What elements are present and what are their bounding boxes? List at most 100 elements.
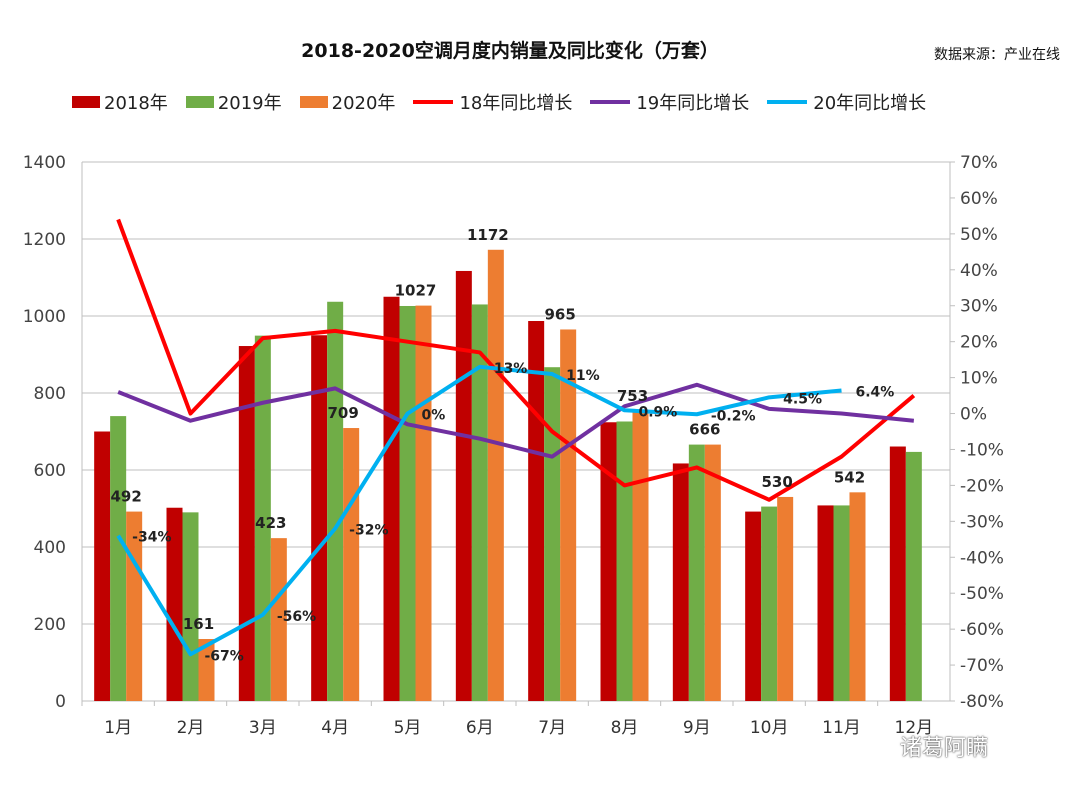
bar-2019年 — [544, 367, 561, 701]
legend-label: 19年同比增长 — [636, 93, 750, 114]
legend-item: 18年同比增长 — [413, 89, 572, 115]
bar-2019年 — [327, 301, 344, 701]
bar-2018年 — [238, 346, 255, 701]
bar-2020年 — [632, 411, 649, 701]
legend-item: 19年同比增长 — [590, 89, 749, 115]
data-label-2020: 492 — [111, 488, 142, 506]
data-label-20-yoy: 6.4% — [856, 385, 895, 401]
legend-swatch — [185, 96, 214, 108]
y-tick-label: 400 — [34, 538, 66, 558]
y2-tick-label: 10% — [960, 369, 998, 389]
data-label-2020: 542 — [834, 468, 865, 486]
legend-swatch — [299, 96, 328, 108]
y2-tick-label: 30% — [960, 297, 998, 317]
data-label-2020: 161 — [183, 615, 214, 633]
line-18年同比增长 — [116, 218, 916, 502]
data-label-20-yoy: -56% — [277, 609, 316, 625]
data-label-20-yoy: -34% — [132, 530, 171, 546]
bar-2019年 — [182, 512, 199, 701]
bar-2018年 — [383, 296, 400, 701]
bar-2018年 — [889, 446, 906, 701]
legend-label: 20年同比增长 — [813, 93, 927, 114]
bar-2020年 — [415, 305, 432, 701]
y-tick-label: 1200 — [23, 230, 66, 250]
watermark: 诸葛阿瞒 — [900, 736, 989, 761]
bar-2020年 — [343, 428, 360, 701]
y2-tick-label: -50% — [960, 584, 1004, 604]
bar-2018年 — [311, 335, 328, 701]
legend-swatch — [72, 96, 100, 108]
legend-label: 2020年 — [331, 93, 396, 114]
y2-tick-label: 70% — [960, 153, 998, 173]
y2-tick-label: -70% — [960, 656, 1004, 676]
bar-2020年 — [560, 329, 577, 701]
bar-2020年 — [777, 496, 794, 701]
legend-item: 2019年 — [185, 89, 282, 115]
legend-label: 2019年 — [217, 93, 282, 114]
x-tick-label: 7月 — [538, 718, 566, 738]
y-tick-label: 800 — [34, 384, 66, 404]
bar-2018年 — [817, 505, 834, 701]
bar-2020年 — [270, 538, 287, 701]
legend-item: 20年同比增长 — [767, 89, 926, 115]
legend-swatch — [590, 100, 631, 104]
bar-2018年 — [745, 511, 762, 701]
y2-tick-label: 40% — [960, 261, 998, 281]
data-source: 数据来源：产业在线 — [934, 47, 1060, 63]
data-label-2020: 666 — [689, 421, 720, 439]
bar-2018年 — [600, 422, 617, 701]
legend-swatch — [413, 100, 454, 104]
chart-title: 2018-2020空调月度内销量及同比变化（万套） — [301, 40, 719, 62]
data-label-2020: 965 — [545, 305, 576, 323]
x-tick-label: 11月 — [822, 718, 861, 738]
bar-2019年 — [833, 505, 850, 701]
bar-2018年 — [672, 463, 689, 701]
y-tick-label: 200 — [34, 615, 66, 635]
bar-2018年 — [94, 431, 111, 701]
bar-2019年 — [688, 444, 705, 701]
y2-tick-label: -60% — [960, 620, 1004, 640]
y2-tick-label: 50% — [960, 225, 998, 245]
y2-tick-label: -20% — [960, 476, 1004, 496]
y2-tick-label: -10% — [960, 440, 1004, 460]
bar-2020年 — [704, 444, 721, 701]
legend-item: 2018年 — [72, 89, 168, 115]
data-label-20-yoy: 11% — [566, 368, 600, 384]
data-label-2020: 1027 — [395, 282, 437, 300]
y2-tick-label: 20% — [960, 333, 998, 353]
y-tick-label: 0 — [55, 692, 66, 712]
y2-tick-label: -80% — [960, 692, 1004, 712]
data-label-20-yoy: 4.5% — [783, 391, 822, 407]
data-label-20-yoy: -67% — [205, 648, 244, 664]
legend-swatch — [767, 100, 808, 104]
x-tick-label: 12月 — [895, 718, 934, 738]
bar-2019年 — [761, 506, 778, 701]
line-19年同比增长 — [117, 382, 915, 459]
line-20年同比增长 — [116, 364, 842, 657]
data-label-20-yoy: -32% — [349, 523, 388, 539]
x-tick-label: 1月 — [104, 718, 132, 738]
x-tick-label: 8月 — [611, 718, 639, 738]
legend-item: 2020年 — [299, 89, 396, 115]
y2-tick-label: 60% — [960, 189, 998, 209]
bar-2019年 — [616, 421, 633, 701]
bar-2019年 — [399, 305, 416, 701]
data-label-20-yoy: -0.2% — [711, 408, 756, 424]
data-label-2020: 709 — [328, 404, 359, 422]
x-tick-label: 9月 — [683, 718, 711, 738]
y2-tick-label: -30% — [960, 512, 1004, 532]
bar-2019年 — [905, 451, 922, 701]
y2-tick-label: 0% — [960, 405, 987, 425]
y-tick-label: 600 — [34, 461, 66, 481]
bar-2020年 — [487, 249, 504, 701]
bar-2019年 — [471, 304, 488, 701]
legend-label: 18年同比增长 — [459, 93, 573, 114]
data-label-2020: 423 — [255, 514, 286, 532]
x-tick-label: 2月 — [177, 718, 205, 738]
legend-label: 2018年 — [104, 93, 168, 114]
y-tick-label: 1000 — [23, 307, 66, 327]
bar-2020年 — [198, 639, 215, 701]
data-label-2020: 1172 — [467, 226, 509, 244]
data-label-20-yoy: 0.9% — [639, 404, 678, 420]
bar-2018年 — [528, 321, 545, 701]
